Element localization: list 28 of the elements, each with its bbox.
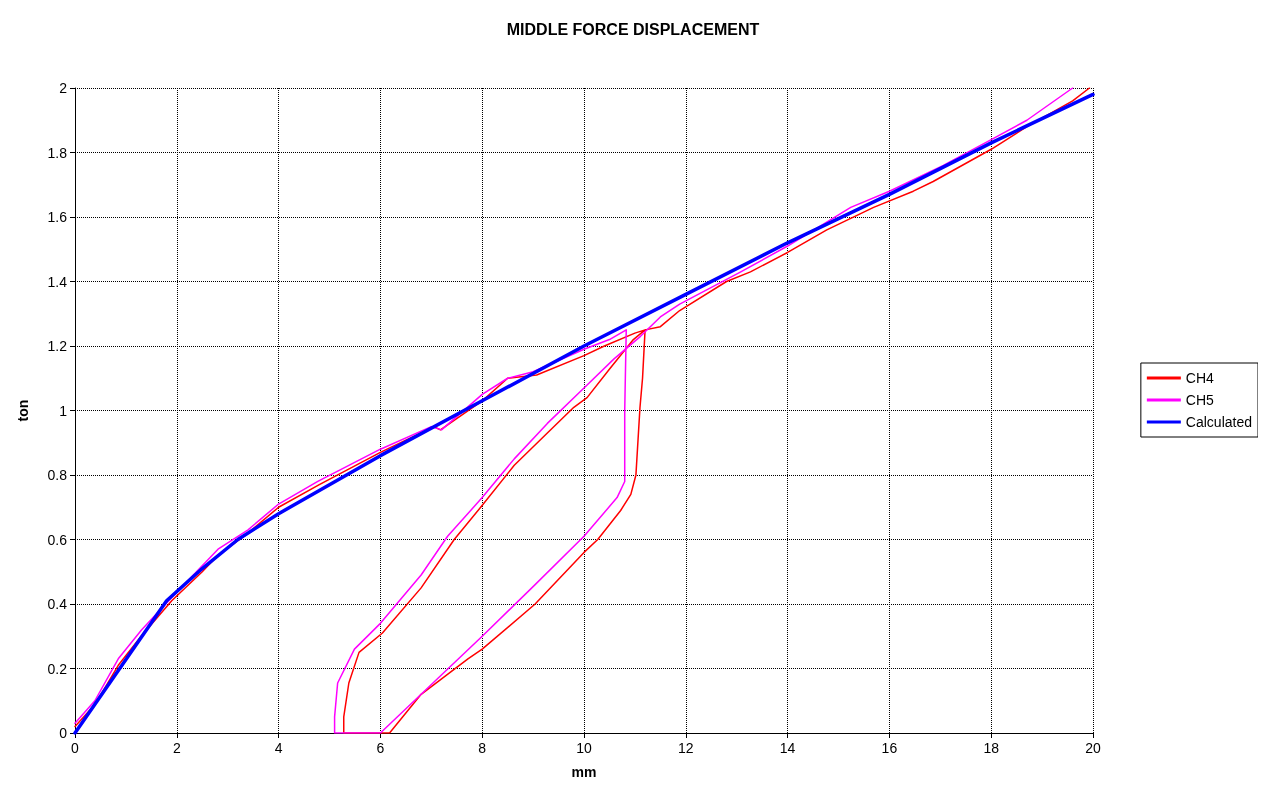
y-tick-label: 1.6 <box>47 209 68 225</box>
y-tick-label: 1 <box>59 402 68 419</box>
x-tick-label: 4 <box>274 740 283 756</box>
legend-label: CH4 <box>1185 370 1215 386</box>
x-tick-label: 2 <box>172 740 181 756</box>
y-tick-label: 0.6 <box>47 531 68 548</box>
y-tick-label: 0.2 <box>47 660 68 677</box>
y-tick-label: 0.4 <box>47 596 68 612</box>
y-tick-label: 0.8 <box>47 467 68 483</box>
y-axis-title: ton <box>15 399 31 422</box>
x-tick-label: 16 <box>881 740 898 756</box>
x-tick-label: 8 <box>478 740 487 756</box>
y-tick-label: 1.2 <box>47 338 68 354</box>
x-tick-label: 12 <box>678 740 694 756</box>
x-axis-title: mm <box>571 764 597 780</box>
x-tick-label: 10 <box>576 740 592 756</box>
legend-label: Calculated <box>1185 414 1252 430</box>
y-tick-label: 2 <box>59 80 68 96</box>
x-tick-label: 0 <box>71 740 80 756</box>
x-tick-label: 18 <box>983 740 1000 756</box>
x-tick-label: 20 <box>1085 740 1101 756</box>
y-tick-label: 1.4 <box>47 273 68 290</box>
chart-title: MIDDLE FORCE DISPLACEMENT <box>506 20 760 38</box>
legend-label: CH5 <box>1185 392 1215 408</box>
y-tick-label: 1.8 <box>47 144 68 161</box>
x-tick-label: 6 <box>376 740 385 756</box>
x-tick-label: 14 <box>779 740 796 756</box>
y-tick-label: 0 <box>59 725 68 741</box>
